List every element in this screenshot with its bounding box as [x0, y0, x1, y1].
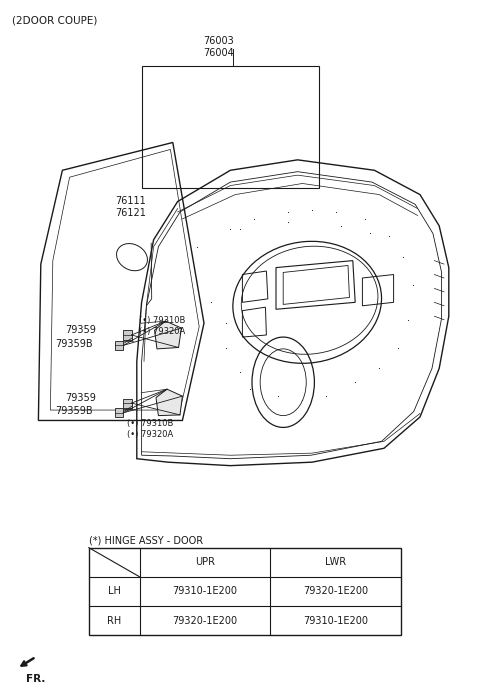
- Text: 79320-1E200: 79320-1E200: [172, 616, 238, 626]
- Text: (•) 79310B
(•) 79320A: (•) 79310B (•) 79320A: [127, 419, 174, 439]
- Text: 79359: 79359: [65, 393, 96, 402]
- Text: (2DOOR COUPE): (2DOOR COUPE): [12, 15, 97, 25]
- Text: 79359B: 79359B: [55, 407, 93, 416]
- Text: 79359B: 79359B: [55, 339, 93, 349]
- Text: 79310-1E200: 79310-1E200: [172, 587, 238, 596]
- Bar: [142, 66, 319, 188]
- Text: LWR: LWR: [325, 557, 346, 567]
- Text: LH: LH: [108, 587, 120, 596]
- Text: 76003
76004: 76003 76004: [203, 36, 234, 58]
- Text: 79359: 79359: [65, 325, 96, 335]
- Text: (•) 79310B
(•) 79320A: (•) 79310B (•) 79320A: [139, 316, 186, 336]
- Bar: [115, 408, 123, 417]
- Text: 79310-1E200: 79310-1E200: [303, 616, 368, 626]
- Text: 76111
76121: 76111 76121: [115, 196, 146, 218]
- Text: RH: RH: [107, 616, 121, 626]
- Polygon shape: [155, 321, 181, 349]
- Bar: [123, 330, 132, 339]
- Text: (*) HINGE ASSY - DOOR: (*) HINGE ASSY - DOOR: [89, 536, 203, 546]
- Text: FR.: FR.: [26, 674, 46, 684]
- Bar: [123, 398, 132, 407]
- Text: 79320-1E200: 79320-1E200: [303, 587, 368, 596]
- Bar: [115, 341, 123, 350]
- Bar: [89, 548, 401, 635]
- Polygon shape: [156, 389, 182, 416]
- Text: UPR: UPR: [195, 557, 215, 567]
